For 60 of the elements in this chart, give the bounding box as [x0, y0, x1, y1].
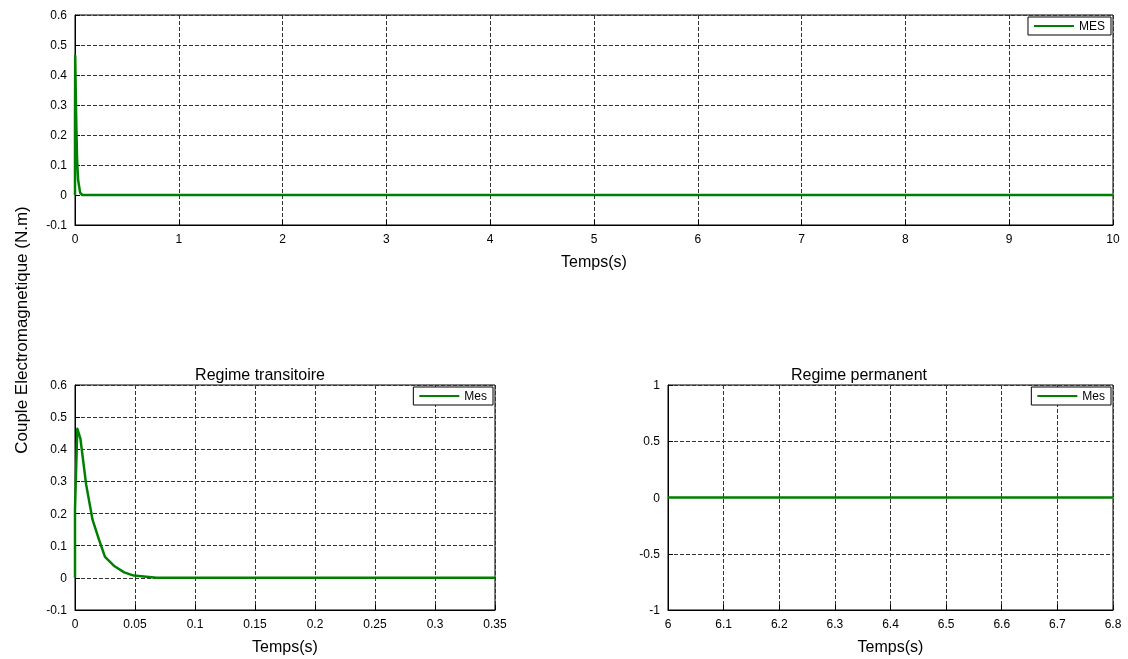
- y-tick-label: 0: [60, 570, 68, 585]
- y-axis-title: Couple Electromagnetique (N.m): [12, 206, 32, 454]
- y-tick-label: 0.1: [50, 158, 68, 172]
- legend-label: Mes: [1082, 389, 1105, 403]
- x-tick-label: 8: [902, 232, 910, 246]
- legend-label: Mes: [464, 389, 487, 403]
- legend-label: MES: [1079, 19, 1106, 33]
- y-tick-label: 0.2: [50, 506, 68, 521]
- y-tick-label: -0.1: [46, 218, 68, 232]
- y-tick-label: 0.3: [50, 474, 68, 489]
- x-tick-label: 1: [175, 232, 183, 246]
- x-tick-label: 0.3: [426, 617, 444, 631]
- x-tick-label: 10: [1106, 232, 1120, 246]
- x-tick-label: 7: [798, 232, 806, 246]
- x-tick-label: 6.7: [1049, 617, 1067, 631]
- y-tick-label: -1: [649, 603, 661, 617]
- x-tick-label: 6.8: [1104, 617, 1122, 631]
- chart-title: Regime permanent: [790, 365, 928, 383]
- chart-title: Regime transitoire: [195, 365, 326, 383]
- y-tick-label: 0.3: [50, 98, 68, 112]
- y-tick-label: 0.6: [50, 8, 68, 22]
- y-tick-label: 0.5: [643, 434, 661, 449]
- line-series: [73, 427, 497, 580]
- y-tick-label: 0.1: [50, 538, 68, 553]
- y-tick-label: 0: [653, 490, 661, 505]
- x-tick-label: 0.05: [123, 617, 147, 631]
- x-axis-title: Temps(s): [252, 637, 318, 655]
- y-tick-label: -0.5: [639, 546, 661, 561]
- x-tick-label: 5: [590, 232, 598, 246]
- x-tick-label: 6.1: [715, 617, 733, 631]
- x-tick-label: 6.3: [826, 617, 844, 631]
- x-tick-label: 3: [383, 232, 391, 246]
- y-tick-label: -0.1: [46, 603, 68, 617]
- x-tick-label: 0.35: [483, 617, 507, 631]
- x-tick-label: 0: [71, 617, 79, 631]
- x-axis-title: Temps(s): [857, 637, 924, 655]
- y-tick-label: 0.4: [50, 442, 68, 457]
- y-tick-label: 0.5: [50, 38, 68, 52]
- y-tick-label: 0: [60, 188, 68, 202]
- x-tick-label: 0.25: [363, 617, 387, 631]
- line-series: [73, 54, 1115, 197]
- y-tick-label: 1: [653, 378, 661, 392]
- x-tick-label: 4: [486, 232, 494, 246]
- x-tick-label: 6.5: [937, 617, 955, 631]
- x-tick-label: 6.6: [993, 617, 1011, 631]
- x-tick-label: 6: [694, 232, 702, 246]
- x-tick-label: 6.4: [882, 617, 900, 631]
- y-tick-label: 0.6: [50, 378, 68, 392]
- x-axis-title: Temps(s): [561, 252, 627, 270]
- x-tick-label: 0.2: [306, 617, 324, 631]
- x-tick-label: 6: [664, 617, 672, 631]
- x-tick-label: 0.15: [243, 617, 267, 631]
- x-tick-label: 6.2: [770, 617, 788, 631]
- y-tick-label: 0.5: [50, 410, 68, 425]
- y-tick-label: 0.2: [50, 128, 68, 142]
- x-tick-label: 2: [279, 232, 287, 246]
- x-tick-label: 0: [71, 232, 79, 246]
- y-tick-label: 0.4: [50, 68, 68, 82]
- x-tick-label: 0.1: [186, 617, 204, 631]
- x-tick-label: 9: [1005, 232, 1013, 246]
